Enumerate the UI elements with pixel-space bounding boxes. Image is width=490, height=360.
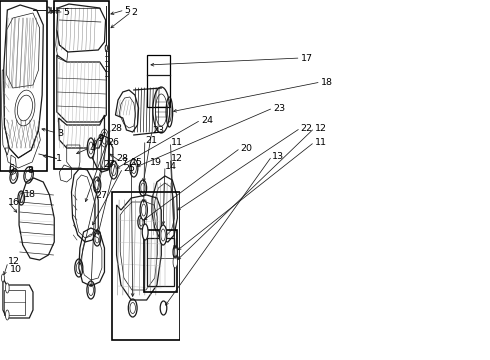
Text: 23: 23 — [152, 126, 164, 135]
Text: 27: 27 — [103, 159, 115, 168]
Circle shape — [142, 224, 148, 240]
Text: 23: 23 — [273, 104, 285, 113]
Text: 19: 19 — [149, 158, 162, 166]
Text: 12: 12 — [315, 123, 326, 132]
Text: 5: 5 — [124, 5, 131, 14]
Text: 5: 5 — [64, 8, 70, 17]
Text: 28: 28 — [117, 153, 128, 162]
Text: 24: 24 — [201, 116, 213, 125]
Text: 10: 10 — [10, 266, 22, 274]
Text: 12: 12 — [8, 257, 20, 266]
Circle shape — [5, 310, 9, 320]
Text: 20: 20 — [241, 144, 252, 153]
Text: 17: 17 — [300, 54, 313, 63]
Text: 12: 12 — [171, 153, 183, 162]
Circle shape — [140, 200, 147, 220]
Text: 28: 28 — [111, 123, 122, 132]
Circle shape — [142, 204, 146, 216]
Text: 21: 21 — [145, 135, 157, 144]
Circle shape — [159, 225, 167, 245]
Text: 18: 18 — [321, 77, 333, 86]
Circle shape — [87, 138, 95, 158]
Text: 11: 11 — [315, 138, 326, 147]
Text: 27: 27 — [96, 190, 107, 199]
Circle shape — [48, 7, 50, 13]
Bar — [4, 290, 24, 315]
Text: 26: 26 — [107, 138, 119, 147]
Text: 11: 11 — [171, 138, 183, 147]
Text: 25: 25 — [123, 163, 135, 172]
Bar — [112, 192, 180, 340]
Circle shape — [173, 246, 177, 258]
Bar — [147, 238, 174, 286]
Text: 18: 18 — [24, 189, 35, 198]
Bar — [54, 1, 108, 169]
Circle shape — [5, 283, 9, 293]
Circle shape — [173, 256, 177, 268]
Bar — [147, 55, 170, 107]
Text: 4: 4 — [90, 144, 96, 153]
Text: 1: 1 — [56, 153, 62, 162]
Text: 13: 13 — [272, 152, 284, 161]
Bar — [144, 230, 177, 292]
Text: 14: 14 — [165, 162, 177, 171]
Text: 7: 7 — [121, 158, 127, 166]
Text: 2: 2 — [131, 8, 137, 17]
Bar — [0, 1, 47, 171]
Circle shape — [89, 142, 93, 154]
Circle shape — [161, 229, 165, 241]
Text: 15: 15 — [131, 158, 143, 166]
Circle shape — [105, 45, 107, 51]
Text: 3: 3 — [57, 129, 63, 138]
Text: 16: 16 — [8, 198, 20, 207]
Text: 9: 9 — [97, 134, 103, 143]
Text: 6: 6 — [9, 163, 15, 172]
Text: 8: 8 — [28, 166, 34, 175]
Circle shape — [1, 274, 4, 282]
Text: 22: 22 — [300, 123, 313, 132]
